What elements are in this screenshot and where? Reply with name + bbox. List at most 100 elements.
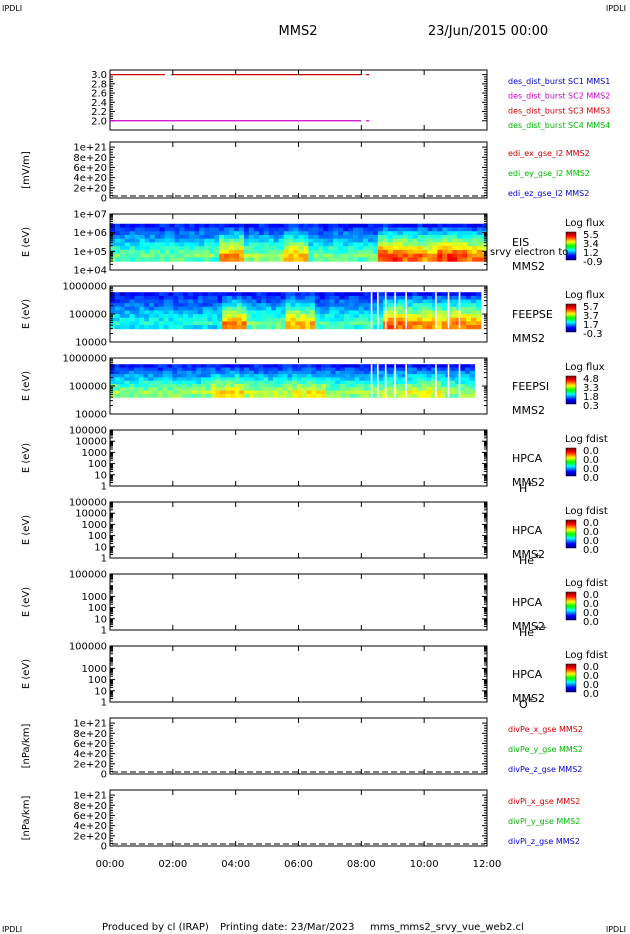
spectrogram-cell	[431, 377, 437, 382]
spectrogram-cell	[177, 370, 183, 375]
spectrogram-cell	[164, 231, 171, 236]
spectrogram-cell	[441, 325, 448, 330]
spectrogram-cell	[447, 246, 453, 251]
spectrogram-cell	[244, 367, 250, 372]
spectrogram-cell	[196, 393, 202, 398]
spectrogram-cell	[197, 321, 204, 326]
spectrogram-cell	[353, 295, 360, 301]
data-gap	[370, 292, 373, 329]
spectrogram-cell	[338, 242, 344, 247]
spectrogram-cell	[460, 370, 466, 375]
spectrogram-cell	[144, 223, 151, 229]
spectrogram-cell	[174, 253, 181, 258]
spectrogram-cell	[303, 242, 310, 247]
spectrogram-cell	[205, 377, 212, 382]
spectrogram-cell	[348, 246, 354, 251]
spectrogram-cell	[189, 249, 195, 255]
spectrogram-cell	[427, 238, 434, 244]
spectrogram-cell	[339, 310, 345, 315]
spectrogram-cell	[263, 227, 270, 232]
spectrogram-cell	[258, 231, 265, 236]
spectrogram-cell	[258, 246, 265, 251]
spectrogram-cell	[277, 393, 284, 398]
spectrogram-cell	[253, 393, 260, 398]
spectrogram-cell	[328, 249, 334, 255]
spectrogram-cell	[441, 306, 448, 312]
spectrogram-cell	[256, 310, 262, 315]
spectrogram-cell	[348, 231, 354, 236]
spectrogram-cell	[129, 227, 136, 232]
spectrogram-cell	[462, 234, 468, 240]
spectrogram-cell	[184, 242, 190, 247]
spectrogram-cell	[253, 364, 260, 369]
spectrogram-cell	[283, 246, 290, 251]
spectrogram-cell	[426, 370, 432, 375]
spectrogram-cell	[162, 383, 169, 388]
spectrogram-cell	[295, 303, 301, 308]
spectrogram-cell	[199, 246, 205, 251]
spectrogram-cell	[373, 380, 380, 385]
spectrogram-cell	[328, 223, 334, 229]
spectrogram-cell	[325, 390, 332, 395]
spectrogram-cell	[457, 238, 463, 244]
spectrogram-cell	[349, 367, 356, 372]
spectrogram-cell	[204, 253, 210, 258]
spectrogram-cell	[482, 242, 488, 247]
spectrogram-cell	[246, 303, 253, 308]
spectrogram-cell	[308, 253, 314, 258]
spectrogram-cell	[244, 370, 250, 375]
spectrogram-cell	[149, 234, 156, 240]
spectrogram-cell	[149, 310, 155, 315]
spectrogram-cell	[440, 370, 447, 375]
spectrogram-cell	[231, 295, 238, 301]
spectrogram-cell	[159, 253, 166, 258]
spectrogram-cell	[412, 380, 418, 385]
spectrogram-cell	[263, 367, 269, 372]
spectrogram-cell	[275, 325, 282, 330]
spectrogram-cell	[159, 234, 166, 240]
spectrogram-cell	[475, 306, 482, 312]
spacecraft-label: MMS2	[512, 476, 545, 489]
spectrogram-cell	[189, 231, 195, 236]
spectrogram-cell	[227, 306, 233, 312]
spectrogram-cell	[466, 295, 472, 301]
spectrogram-cell	[110, 377, 116, 382]
spectrogram-cell	[353, 253, 359, 258]
spectrogram-cell	[133, 377, 140, 382]
spectrogram-cell	[427, 253, 434, 258]
spectrogram-cell	[168, 292, 175, 297]
spectrogram-cell	[220, 393, 226, 398]
spectrogram-cell	[451, 292, 457, 297]
spectrogram-cell	[119, 314, 126, 319]
spectrogram-cell	[329, 314, 335, 319]
spectrogram-cell	[236, 317, 243, 322]
spectrogram-cell	[273, 231, 280, 236]
spectrogram-cell	[202, 317, 209, 322]
spectrogram-cell	[402, 253, 409, 258]
spectrogram-cell	[270, 306, 277, 312]
spectrogram-cell	[311, 387, 317, 392]
spectrogram-cell	[328, 257, 334, 262]
spectrogram-cell	[407, 249, 414, 255]
spectrogram-cell	[464, 393, 471, 398]
spectrogram-cell	[114, 387, 121, 392]
spectrogram-cell	[301, 387, 308, 392]
spectrogram-cell	[382, 257, 389, 262]
spectrogram-cell	[323, 242, 329, 247]
spectrogram-cell	[258, 257, 265, 262]
spectrogram-cell	[110, 295, 116, 301]
spectrogram-cell	[466, 306, 472, 312]
spectrogram-cell	[275, 314, 282, 319]
spectrogram-cell	[167, 383, 173, 388]
spectrogram-cell	[372, 253, 379, 258]
spectrogram-cell	[450, 370, 456, 375]
spectrogram-cell	[114, 246, 121, 251]
data-gap	[384, 364, 387, 398]
spectrogram-cell	[442, 238, 448, 244]
spectrogram-cell	[432, 227, 438, 232]
spectrogram-cell	[460, 377, 466, 382]
spectrogram-cell	[301, 377, 308, 382]
data-gap	[394, 292, 396, 329]
